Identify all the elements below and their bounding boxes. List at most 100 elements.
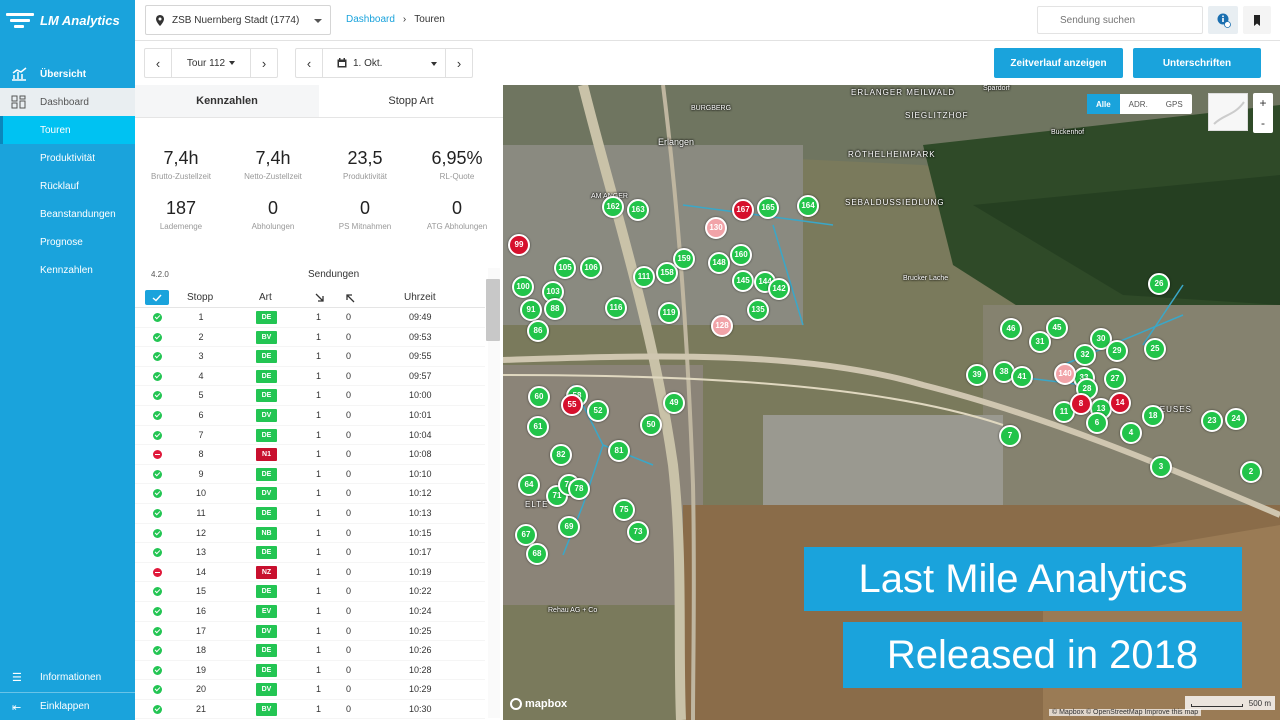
stop-marker[interactable]: 31: [1029, 331, 1051, 353]
depot-select[interactable]: ZSB Nuernberg Stadt (1774): [145, 5, 331, 35]
stop-marker[interactable]: 39: [966, 364, 988, 386]
stop-marker[interactable]: 160: [730, 244, 752, 266]
stop-marker[interactable]: 55: [561, 394, 583, 416]
stop-marker[interactable]: 88: [544, 298, 566, 320]
date-dropdown[interactable]: 1. Okt.: [322, 49, 446, 77]
stop-marker[interactable]: 140: [1054, 363, 1076, 385]
signatures-button[interactable]: Unterschriften: [1133, 48, 1261, 78]
search-input[interactable]: [1037, 6, 1203, 34]
stop-marker[interactable]: 24: [1225, 408, 1247, 430]
stop-marker[interactable]: 52: [587, 400, 609, 422]
tour-dropdown[interactable]: Tour 112: [171, 49, 251, 77]
table-row[interactable]: 11 DE 1 0 10:13: [135, 504, 485, 524]
column-stop[interactable]: Stopp: [187, 292, 214, 303]
sidebar-item-touren[interactable]: Touren: [0, 116, 135, 144]
stop-marker[interactable]: 135: [747, 299, 769, 321]
table-row[interactable]: 9 DE 1 0 10:10: [135, 465, 485, 485]
stop-marker[interactable]: 50: [640, 414, 662, 436]
stop-marker[interactable]: 159: [673, 248, 695, 270]
mapbox-logo[interactable]: mapbox: [510, 698, 567, 710]
table-row[interactable]: 16 EV 1 0 10:24: [135, 602, 485, 622]
stop-marker[interactable]: 164: [797, 195, 819, 217]
map[interactable]: Erlangen AM ANGER BURGBERG ERLANGER MEIL…: [503, 85, 1280, 720]
stop-marker[interactable]: 26: [1148, 273, 1170, 295]
info-button[interactable]: [1208, 6, 1238, 34]
tour-next-button[interactable]: ›: [261, 55, 267, 71]
stop-marker[interactable]: 167: [732, 199, 754, 221]
table-row[interactable]: 1 DE 1 0 09:49: [135, 308, 485, 328]
show-history-button[interactable]: Zeitverlauf anzeigen: [994, 48, 1123, 78]
table-row[interactable]: 4 DE 1 0 09:57: [135, 367, 485, 387]
table-row[interactable]: 5 DE 1 0 10:00: [135, 386, 485, 406]
stop-marker[interactable]: 100: [512, 276, 534, 298]
zoom-in-button[interactable]: +: [1259, 96, 1267, 110]
table-row[interactable]: 20 DV 1 0 10:29: [135, 680, 485, 700]
mode-all[interactable]: Alle: [1087, 94, 1120, 114]
stop-marker[interactable]: 119: [658, 302, 680, 324]
sidebar-item-prognose[interactable]: Prognose: [0, 228, 135, 256]
sidebar-item-overview[interactable]: Übersicht: [0, 60, 135, 88]
table-row[interactable]: 2 BV 1 0 09:53: [135, 328, 485, 348]
stop-marker[interactable]: 3: [1150, 456, 1172, 478]
table-row[interactable]: 14 NZ 1 0 10:19: [135, 563, 485, 583]
stop-marker[interactable]: 145: [732, 270, 754, 292]
stop-marker[interactable]: 81: [608, 440, 630, 462]
stop-marker[interactable]: 99: [508, 234, 530, 256]
stop-marker[interactable]: 162: [602, 196, 624, 218]
stop-marker[interactable]: 163: [627, 199, 649, 221]
tour-prev-button[interactable]: ‹: [155, 55, 161, 71]
sidebar-item-info[interactable]: ☰ Informationen: [0, 663, 135, 691]
stop-marker[interactable]: 105: [554, 257, 576, 279]
stop-marker[interactable]: 61: [527, 416, 549, 438]
table-row[interactable]: 19 DE 1 0 10:28: [135, 661, 485, 681]
stop-marker[interactable]: 45: [1046, 317, 1068, 339]
breadcrumb-dashboard[interactable]: Dashboard: [346, 14, 395, 25]
stop-marker[interactable]: 7: [999, 425, 1021, 447]
stop-marker[interactable]: 116: [605, 297, 627, 319]
stop-marker[interactable]: 2: [1240, 461, 1262, 483]
zoom-out-button[interactable]: -: [1261, 116, 1265, 130]
stop-marker[interactable]: 106: [580, 257, 602, 279]
sidebar-collapse[interactable]: ⇤ Einklappen: [0, 692, 135, 720]
arrow-down-right-icon[interactable]: [315, 293, 325, 303]
stop-marker[interactable]: 82: [550, 444, 572, 466]
stop-marker[interactable]: 49: [663, 392, 685, 414]
mode-gps[interactable]: GPS: [1165, 99, 1183, 109]
stop-marker[interactable]: 78: [568, 478, 590, 500]
sidebar-item-dashboard[interactable]: Dashboard: [0, 88, 135, 116]
stop-marker[interactable]: 111: [633, 266, 655, 288]
stop-marker[interactable]: 91: [520, 299, 542, 321]
sidebar-item-kennzahlen[interactable]: Kennzahlen: [0, 256, 135, 284]
stop-marker[interactable]: 148: [708, 252, 730, 274]
stop-marker[interactable]: 6: [1086, 412, 1108, 434]
stop-marker[interactable]: 64: [518, 474, 540, 496]
stop-marker[interactable]: 23: [1201, 410, 1223, 432]
mode-address[interactable]: ADR.: [1128, 99, 1148, 109]
column-time[interactable]: Uhrzeit: [404, 292, 436, 303]
stop-marker[interactable]: 130: [705, 217, 727, 239]
table-row[interactable]: 17 DV 1 0 10:25: [135, 622, 485, 642]
stop-marker[interactable]: 86: [527, 320, 549, 342]
stop-marker[interactable]: 29: [1106, 340, 1128, 362]
tab-kennzahlen[interactable]: Kennzahlen: [135, 85, 319, 117]
stop-marker[interactable]: 158: [656, 262, 678, 284]
sidebar-item-ruecklauf[interactable]: Rücklauf: [0, 172, 135, 200]
stop-marker[interactable]: 73: [627, 521, 649, 543]
sidebar-item-beanstandungen[interactable]: Beanstandungen: [0, 200, 135, 228]
map-attribution[interactable]: © Mapbox © OpenStreetMap Improve this ma…: [1049, 709, 1202, 716]
stop-marker[interactable]: 41: [1011, 366, 1033, 388]
stop-marker[interactable]: 4: [1120, 422, 1142, 444]
stop-marker[interactable]: 75: [613, 499, 635, 521]
stop-marker[interactable]: 60: [528, 386, 550, 408]
stop-marker[interactable]: 128: [711, 315, 733, 337]
date-prev-button[interactable]: ‹: [306, 55, 312, 71]
date-next-button[interactable]: ›: [456, 55, 462, 71]
table-row[interactable]: 3 DE 1 0 09:55: [135, 347, 485, 367]
stop-marker[interactable]: 142: [768, 278, 790, 300]
table-row[interactable]: 13 DE 1 0 10:17: [135, 543, 485, 563]
table-row[interactable]: 10 DV 1 0 10:12: [135, 484, 485, 504]
table-row[interactable]: 6 DV 1 0 10:01: [135, 406, 485, 426]
table-row[interactable]: 12 NB 1 0 10:15: [135, 524, 485, 544]
stop-marker[interactable]: 69: [558, 516, 580, 538]
table-row[interactable]: 7 DE 1 0 10:04: [135, 426, 485, 446]
